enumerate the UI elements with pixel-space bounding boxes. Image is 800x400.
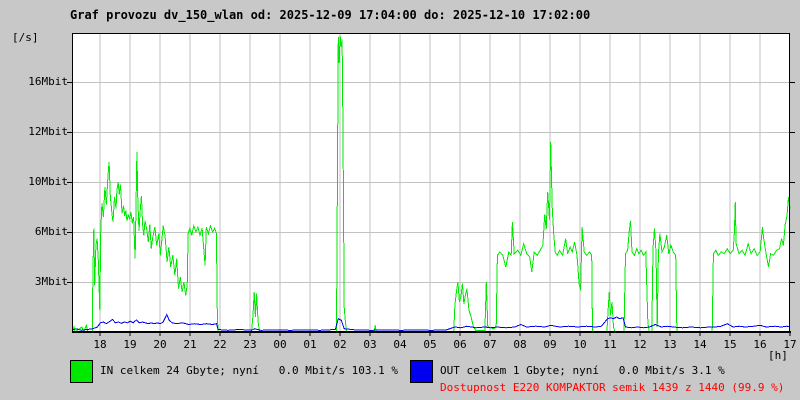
legend-in-swatch	[70, 360, 93, 383]
legend-in-label: IN celkem 24 Gbyte; nyní 0.0 Mbit/s 103.…	[100, 364, 399, 377]
series-in	[71, 35, 791, 334]
availability-text: Dostupnost E220 KOMPAKTOR semik 1439 z 1…	[440, 381, 785, 394]
legend-out-label: OUT celkem 1 Gbyte; nyní 0.0 Mbit/s 3.1 …	[440, 364, 725, 377]
y-axis-unit-label: [/s]	[12, 31, 39, 44]
page-title: Graf provozu dv_150_wlan od: 2025-12-09 …	[70, 8, 591, 22]
legend-out-swatch	[410, 360, 433, 383]
x-axis-unit-label: [h]	[768, 349, 788, 362]
series-out	[71, 313, 791, 331]
